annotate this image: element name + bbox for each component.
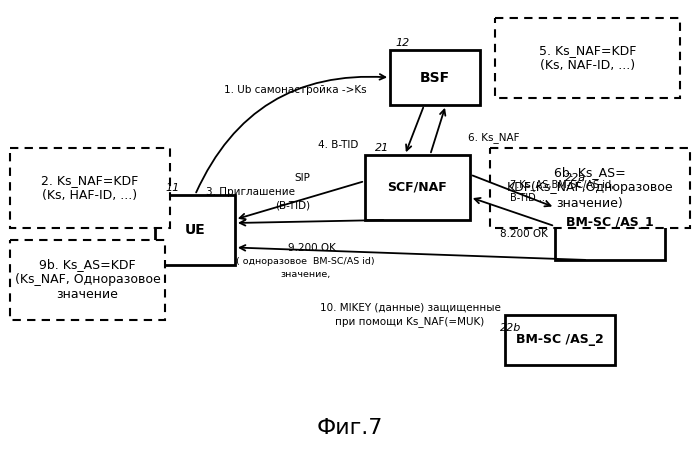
Text: 2. Ks_NAF=KDF
(Ks, НАF-ID, ...): 2. Ks_NAF=KDF (Ks, НАF-ID, ...) <box>41 174 139 202</box>
Bar <box>155 195 235 265</box>
Text: (B-TID): (B-TID) <box>275 201 310 211</box>
Text: 21: 21 <box>375 143 389 153</box>
Text: 8.200 OK: 8.200 OK <box>500 229 548 239</box>
Bar <box>10 240 165 320</box>
Bar <box>365 155 470 220</box>
Bar <box>555 185 665 260</box>
Bar <box>490 148 690 228</box>
Text: SCF/NAF: SCF/NAF <box>388 181 447 194</box>
Text: 3. Приглашение: 3. Приглашение <box>206 187 295 197</box>
Text: 4. B-TID: 4. B-TID <box>318 140 358 150</box>
Bar <box>495 18 680 98</box>
Text: 9b. Ks_AS=KDF
(Ks_NAF, Одноразовое
значение: 9b. Ks_AS=KDF (Ks_NAF, Одноразовое значе… <box>15 259 160 302</box>
Text: 22a: 22a <box>565 173 586 183</box>
Text: BM-SC /AS_1: BM-SC /AS_1 <box>566 216 654 229</box>
Text: 11: 11 <box>165 183 179 193</box>
Text: 7.Ks_AS,BM-SC/AS id,: 7.Ks_AS,BM-SC/AS id, <box>510 179 615 190</box>
Text: SIP: SIP <box>294 173 310 183</box>
Text: 6. Ks_NAF: 6. Ks_NAF <box>468 133 519 144</box>
Text: 10. MIKEY (данные) защищенные: 10. MIKEY (данные) защищенные <box>320 303 500 313</box>
Bar <box>390 50 480 105</box>
Text: ( одноразовое  BM-SC/AS id): ( одноразовое BM-SC/AS id) <box>236 257 374 266</box>
Text: 6b. Ks_AS=
KDF(Ks_NAF,Одноразовое
значение): 6b. Ks_AS= KDF(Ks_NAF,Одноразовое значен… <box>507 167 673 209</box>
Text: 12: 12 <box>395 38 409 48</box>
Text: 5. Ks_NAF=KDF
(Ks, NAF-ID, ...): 5. Ks_NAF=KDF (Ks, NAF-ID, ...) <box>539 44 636 72</box>
Text: 1. Ub самонастройка ->Ks: 1. Ub самонастройка ->Ks <box>224 85 366 95</box>
Bar <box>505 315 615 365</box>
Text: 22b: 22b <box>500 323 522 333</box>
Text: значение,: значение, <box>281 270 331 280</box>
Text: BSF: BSF <box>420 71 450 85</box>
Text: B-TID ...: B-TID ... <box>510 193 548 203</box>
Bar <box>10 148 170 228</box>
Text: при помощи Ks_NAF(=MUK): при помощи Ks_NAF(=MUK) <box>335 317 484 328</box>
Text: BM-SC /AS_2: BM-SC /AS_2 <box>516 333 604 347</box>
Text: 9.200 OK: 9.200 OK <box>288 243 336 253</box>
Text: Фиг.7: Фиг.7 <box>317 418 383 438</box>
Text: UE: UE <box>185 223 205 237</box>
